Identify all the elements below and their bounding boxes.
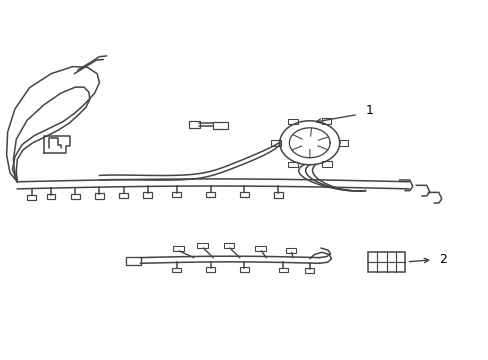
Bar bbox=[273, 193, 282, 198]
Bar bbox=[47, 194, 55, 199]
Bar bbox=[322, 161, 331, 167]
Bar bbox=[288, 162, 297, 167]
Bar bbox=[338, 140, 348, 145]
Bar bbox=[321, 118, 331, 124]
Bar bbox=[197, 243, 207, 248]
Bar bbox=[278, 268, 287, 272]
Bar bbox=[126, 257, 140, 265]
Bar bbox=[143, 193, 152, 198]
Text: 1: 1 bbox=[365, 104, 372, 117]
Bar bbox=[305, 268, 313, 273]
Text: 2: 2 bbox=[438, 253, 447, 266]
Bar bbox=[213, 122, 227, 129]
Bar bbox=[223, 243, 234, 248]
Bar bbox=[119, 193, 128, 198]
Bar bbox=[367, 252, 405, 272]
Bar bbox=[287, 118, 297, 124]
Bar bbox=[255, 246, 265, 251]
Bar bbox=[173, 246, 183, 251]
Bar bbox=[240, 192, 248, 197]
Bar bbox=[95, 193, 103, 198]
Bar bbox=[27, 195, 36, 200]
Bar bbox=[71, 194, 80, 199]
Bar bbox=[188, 121, 199, 127]
Bar bbox=[172, 192, 181, 198]
Bar bbox=[270, 140, 280, 146]
Bar bbox=[285, 248, 296, 253]
Bar bbox=[172, 268, 181, 273]
Bar bbox=[206, 267, 215, 272]
Bar bbox=[240, 267, 248, 272]
Bar bbox=[206, 192, 215, 197]
